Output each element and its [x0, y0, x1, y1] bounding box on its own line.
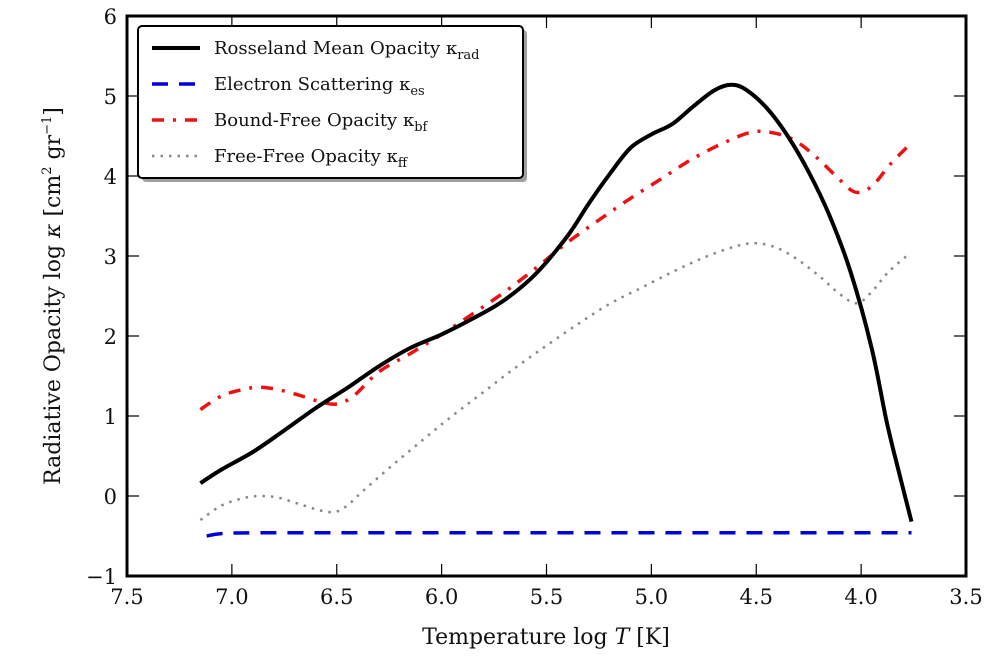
series-line-es	[206, 531, 912, 538]
x-tick-label: 5.5	[530, 585, 563, 609]
x-tick-label: 5.0	[635, 585, 668, 609]
series-line-ff	[199, 241, 911, 522]
y-tick-label: 4	[104, 165, 117, 189]
legend-label-rad: Rosseland Mean Opacity κrad	[214, 38, 480, 63]
x-tick-label: 4.5	[740, 585, 773, 609]
y-tick-label: 1	[104, 405, 117, 429]
y-axis-label-sup2: −1	[40, 116, 55, 135]
legend-label-main: Electron Scattering κ	[214, 74, 411, 95]
x-tick-label: 7.5	[110, 585, 143, 609]
series-line-rad	[199, 82, 914, 523]
legend-label-main: Free-Free Opacity κ	[214, 146, 399, 167]
x-tick-label: 7.0	[215, 585, 248, 609]
y-tick-label: −1	[86, 565, 117, 589]
y-axis-label-post2: ]	[41, 107, 66, 116]
legend-label-subscript: rad	[457, 48, 479, 63]
ticks-layer: 7.5 7.0 6.5 6.0 5.5 5.0 4.5 4.0 3.5 −1 0 1 2 3 4 5 6	[86, 5, 983, 609]
legend-label-ff: Free-Free Opacity κff	[214, 146, 409, 171]
y-tick-label: 0	[104, 485, 117, 509]
y-axis-label-pre: Radiative Opacity log	[41, 238, 66, 485]
y-axis-label: Radiative Opacity log κ [cm2 gr−1]	[40, 107, 66, 485]
y-axis-label-sup1: 2	[40, 166, 55, 174]
plot-frame	[125, 14, 968, 578]
legend-label-main: Bound-Free Opacity κ	[214, 110, 415, 131]
x-axis-label-post: [K]	[629, 625, 670, 650]
x-tick-label: 4.0	[844, 585, 877, 609]
legend: Rosseland Mean Opacity κrad Electron Scat…	[137, 25, 527, 182]
y-axis-label-var: κ	[41, 223, 66, 239]
x-axis-label-pre: Temperature log	[422, 625, 614, 650]
legend-label-main: Rosseland Mean Opacity κ	[214, 38, 458, 59]
y-tick-label: 3	[104, 245, 117, 269]
y-axis-label-post1: [cm	[41, 175, 66, 224]
y-tick-label: 5	[104, 85, 117, 109]
x-axis-label-var: T	[615, 625, 632, 650]
x-tick-label: 6.5	[320, 585, 353, 609]
legend-label-subscript: ff	[398, 156, 409, 171]
legend-box	[137, 25, 524, 179]
x-tick-label: 3.5	[949, 585, 982, 609]
y-tick-label: 2	[104, 325, 117, 349]
legend-label-es: Electron Scattering κes	[214, 74, 425, 99]
legend-label-subscript: bf	[414, 120, 428, 135]
x-axis-label: Temperature log T [K]	[422, 625, 670, 650]
legend-label-bf: Bound-Free Opacity κbf	[214, 110, 429, 135]
series-layer	[199, 82, 914, 538]
y-axis-label-mid: gr	[41, 134, 66, 166]
x-tick-label: 6.0	[425, 585, 458, 609]
legend-label-subscript: es	[410, 84, 424, 99]
legend-items: Rosseland Mean Opacity κrad Electron Scat…	[152, 38, 480, 171]
y-tick-label: 6	[104, 5, 117, 29]
